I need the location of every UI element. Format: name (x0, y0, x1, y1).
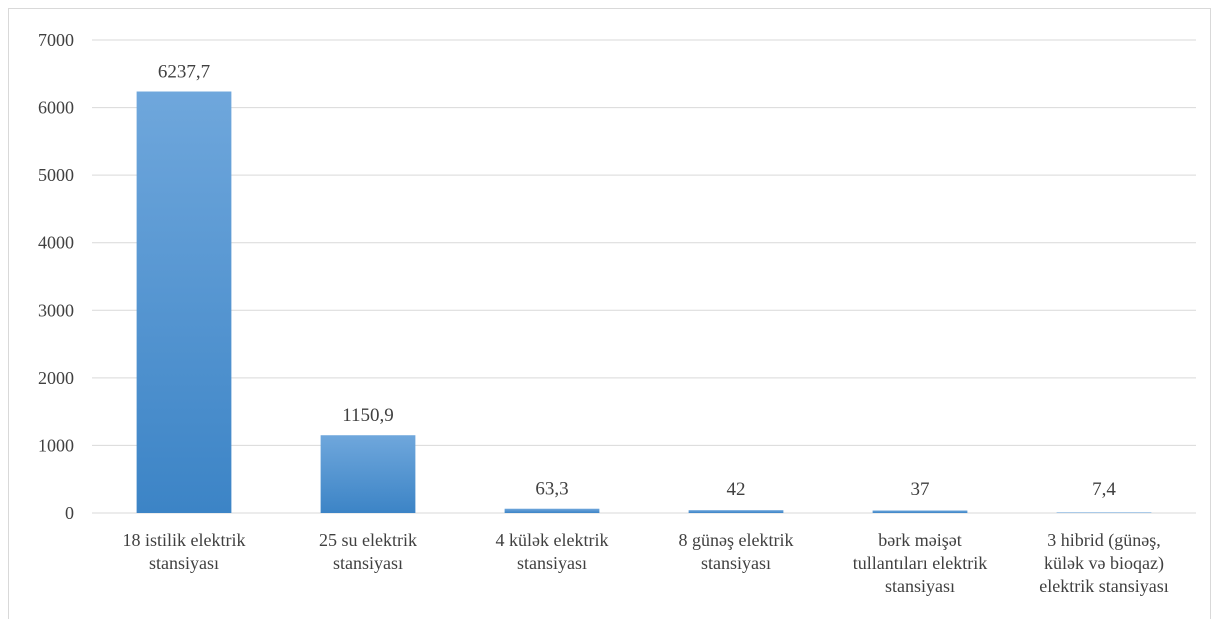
bar (1056, 512, 1152, 513)
category-label: 8 günəş elektrik stansiyası (679, 530, 794, 573)
category-labels: 18 istilik elektrik stansiyası 25 su elekt… (123, 530, 1169, 596)
category-label: bərk məişət tullantıları elektrik stansiya… (853, 530, 987, 596)
gridlines (92, 39, 1196, 514)
y-tick-label: 3000 (38, 300, 74, 320)
bar (320, 435, 416, 513)
y-tick-label: 2000 (38, 368, 74, 388)
bars (136, 91, 1152, 513)
y-tick-label: 1000 (38, 435, 74, 455)
y-tick-label: 5000 (38, 165, 74, 185)
data-label: 42 (727, 479, 746, 500)
data-labels: 6237,7 1150,9 63,3 42 37 7,4 (158, 62, 1117, 500)
category-label: 3 hibrid (günəş, külək və bioqaz) elektrik… (1039, 530, 1168, 596)
y-tick-label: 4000 (38, 233, 74, 253)
category-label: 4 külək elektrik stansiyası (496, 530, 609, 573)
bar (136, 91, 232, 513)
y-tick-label: 6000 (38, 98, 74, 118)
bar (688, 510, 784, 513)
chart-frame (8, 8, 1211, 619)
category-label: 25 su elektrik stansiyası (319, 530, 417, 573)
data-label: 63,3 (535, 479, 568, 500)
bar (872, 510, 968, 513)
y-axis-ticks: 0 1000 2000 3000 4000 5000 6000 7000 (38, 30, 74, 523)
data-label: 6237,7 (158, 62, 210, 83)
data-label: 37 (911, 479, 930, 500)
data-label: 7,4 (1092, 479, 1116, 500)
category-label: 18 istilik elektrik stansiyası (123, 530, 246, 573)
y-tick-label: 0 (65, 503, 74, 523)
y-tick-label: 7000 (38, 30, 74, 50)
bar (504, 508, 600, 513)
data-label: 1150,9 (342, 405, 394, 426)
